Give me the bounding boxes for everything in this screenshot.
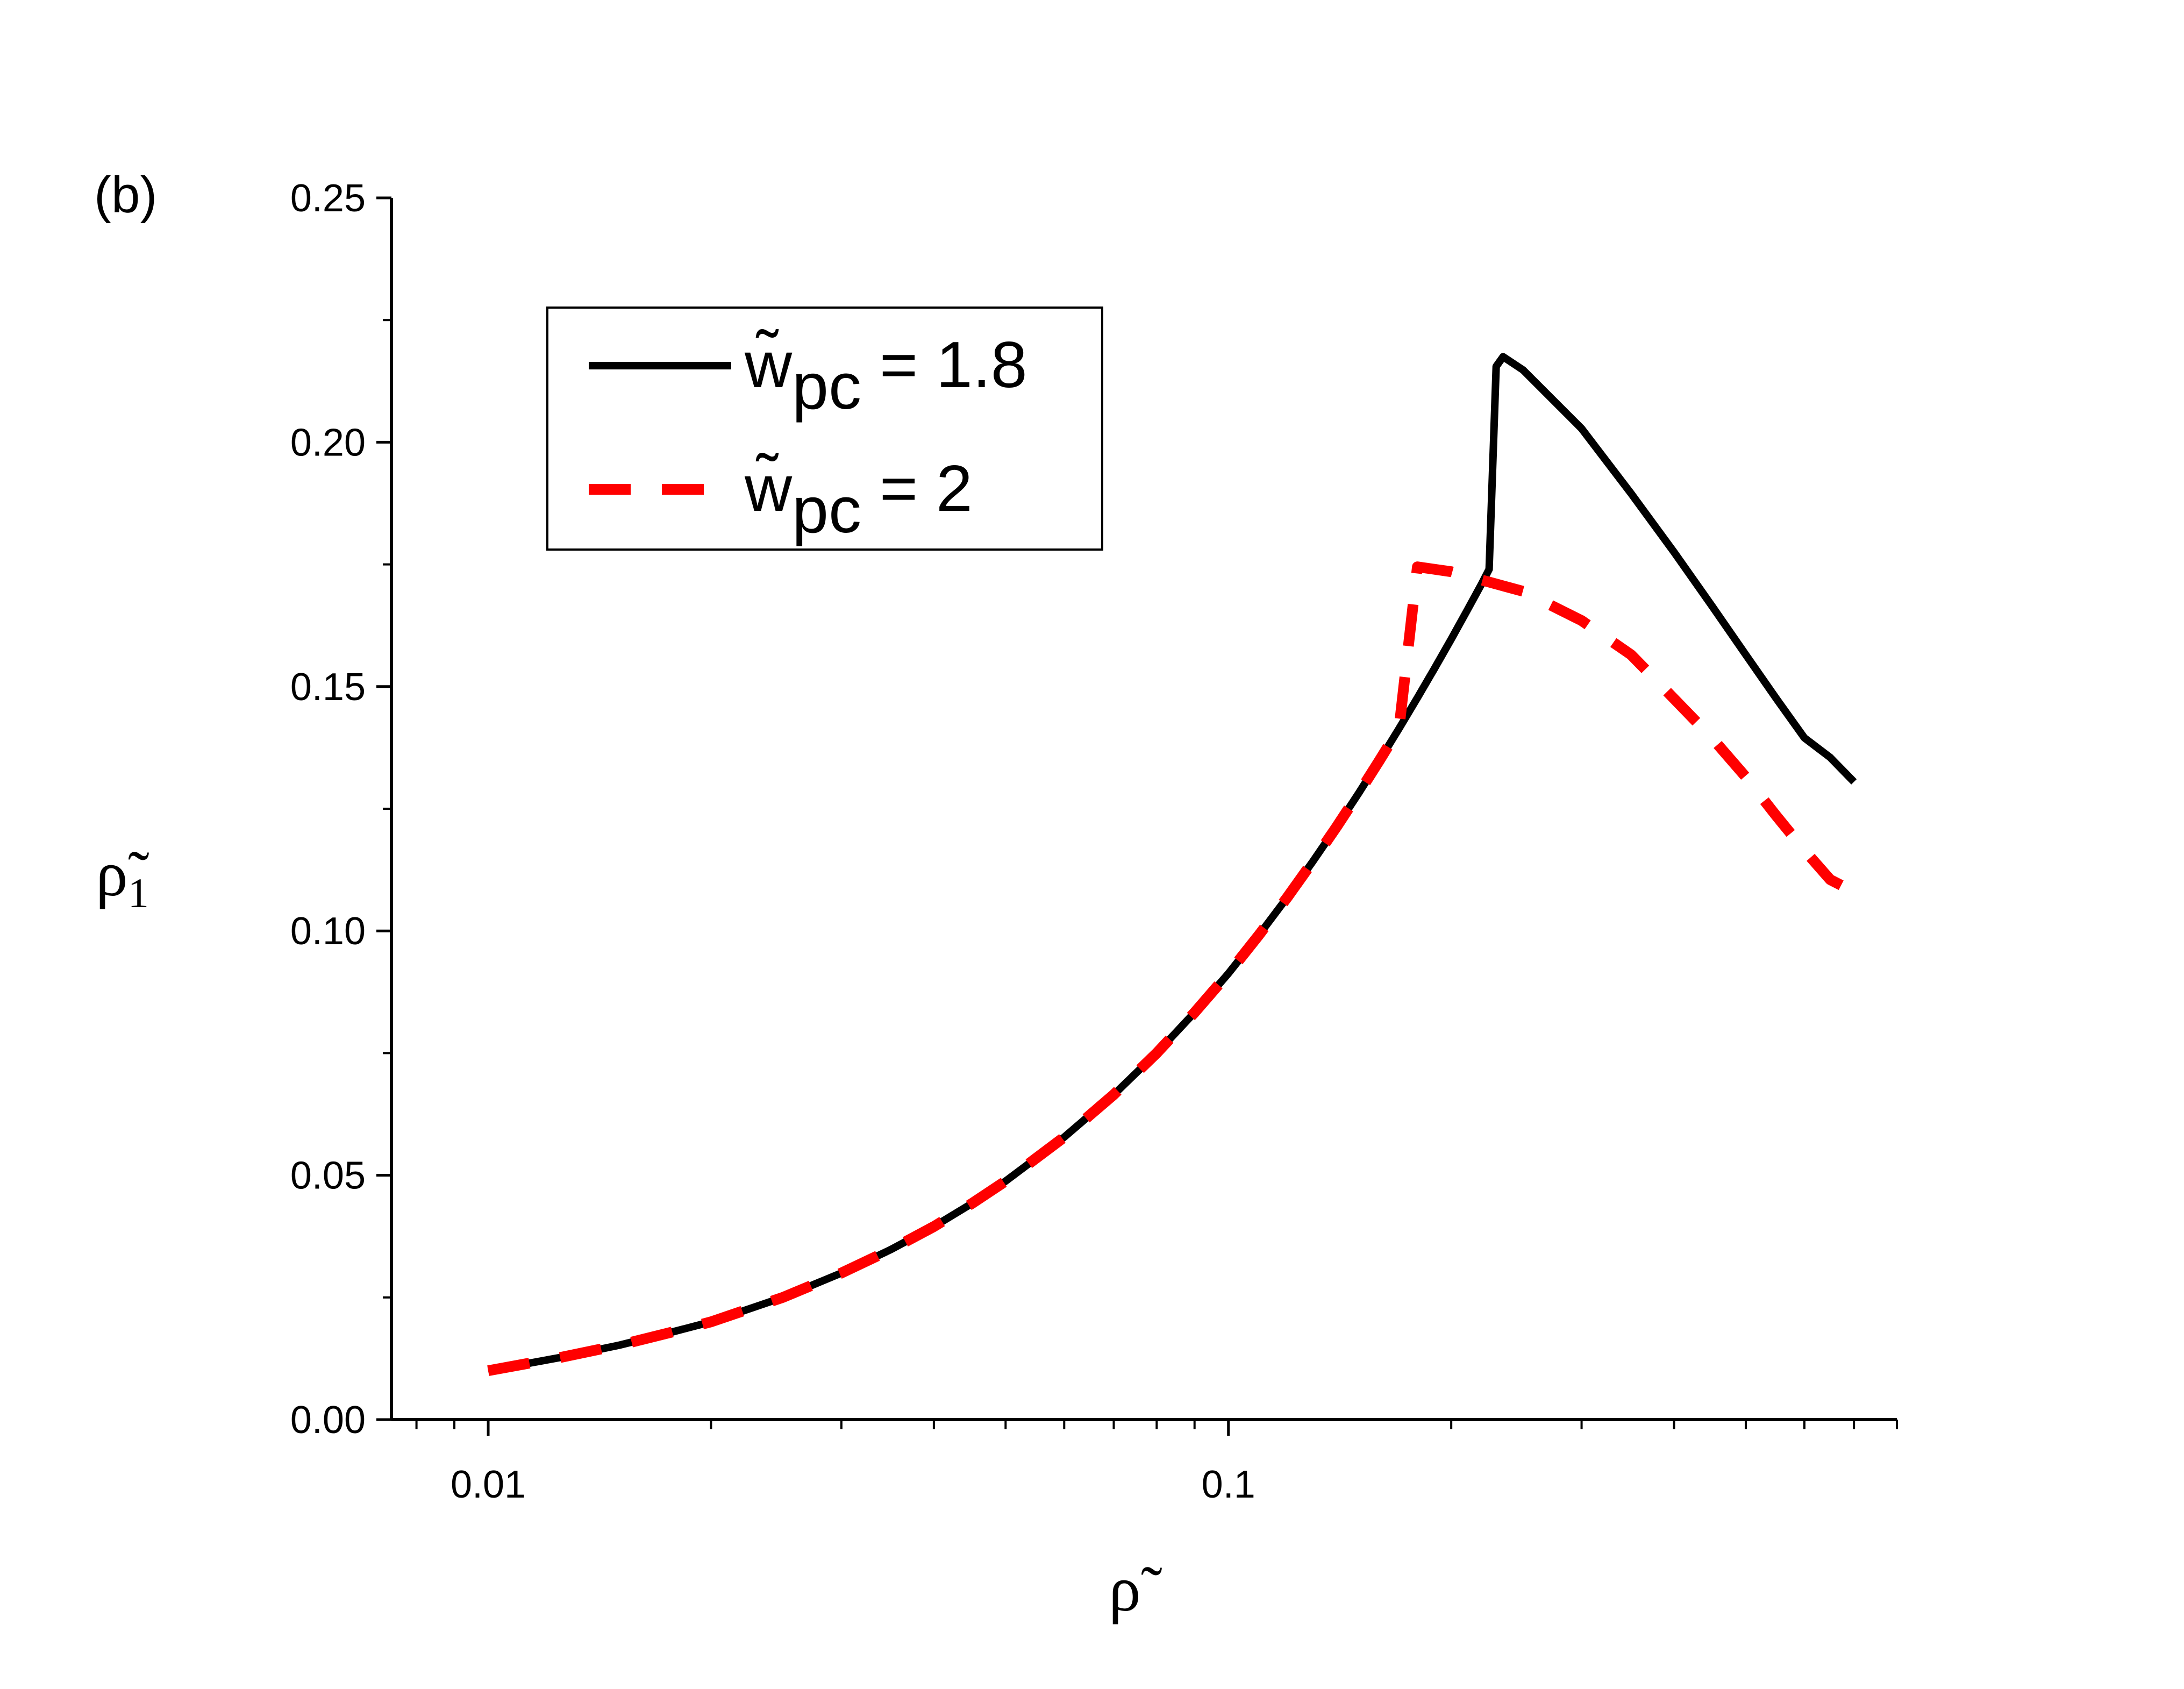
x-tick-label: 0.01 — [451, 1463, 526, 1506]
axes: 0.00 0.05 0.10 0.15 0.20 0.25 0.01 0.1 — [290, 177, 1898, 1506]
legend-box — [546, 307, 1103, 551]
y-tick-label: 0.00 — [290, 1399, 366, 1442]
y-tick-label: 0.05 — [290, 1154, 366, 1198]
legend: w̃pc = 1.8 w̃pc = 2 — [546, 307, 1103, 551]
y-axis-label: ρ̃1 — [96, 838, 149, 916]
legend-label-1: w̃pc = 1.8 — [744, 328, 1027, 423]
y-axis-label-sub: 1 — [128, 870, 149, 916]
x-axis-label: ρ̃ — [1109, 1553, 1162, 1624]
y-tick-label: 0.25 — [290, 177, 366, 220]
x-tick-label: 0.1 — [1202, 1463, 1255, 1506]
y-tick-label: 0.15 — [290, 666, 366, 709]
y-tick-label: 0.10 — [290, 910, 366, 953]
y-tick-label: 0.20 — [290, 421, 366, 464]
series-layer — [487, 353, 1857, 1376]
panel-label: (b) — [94, 166, 157, 224]
legend-label-2: w̃pc = 2 — [744, 452, 973, 546]
series-line-2 — [487, 561, 1857, 1376]
